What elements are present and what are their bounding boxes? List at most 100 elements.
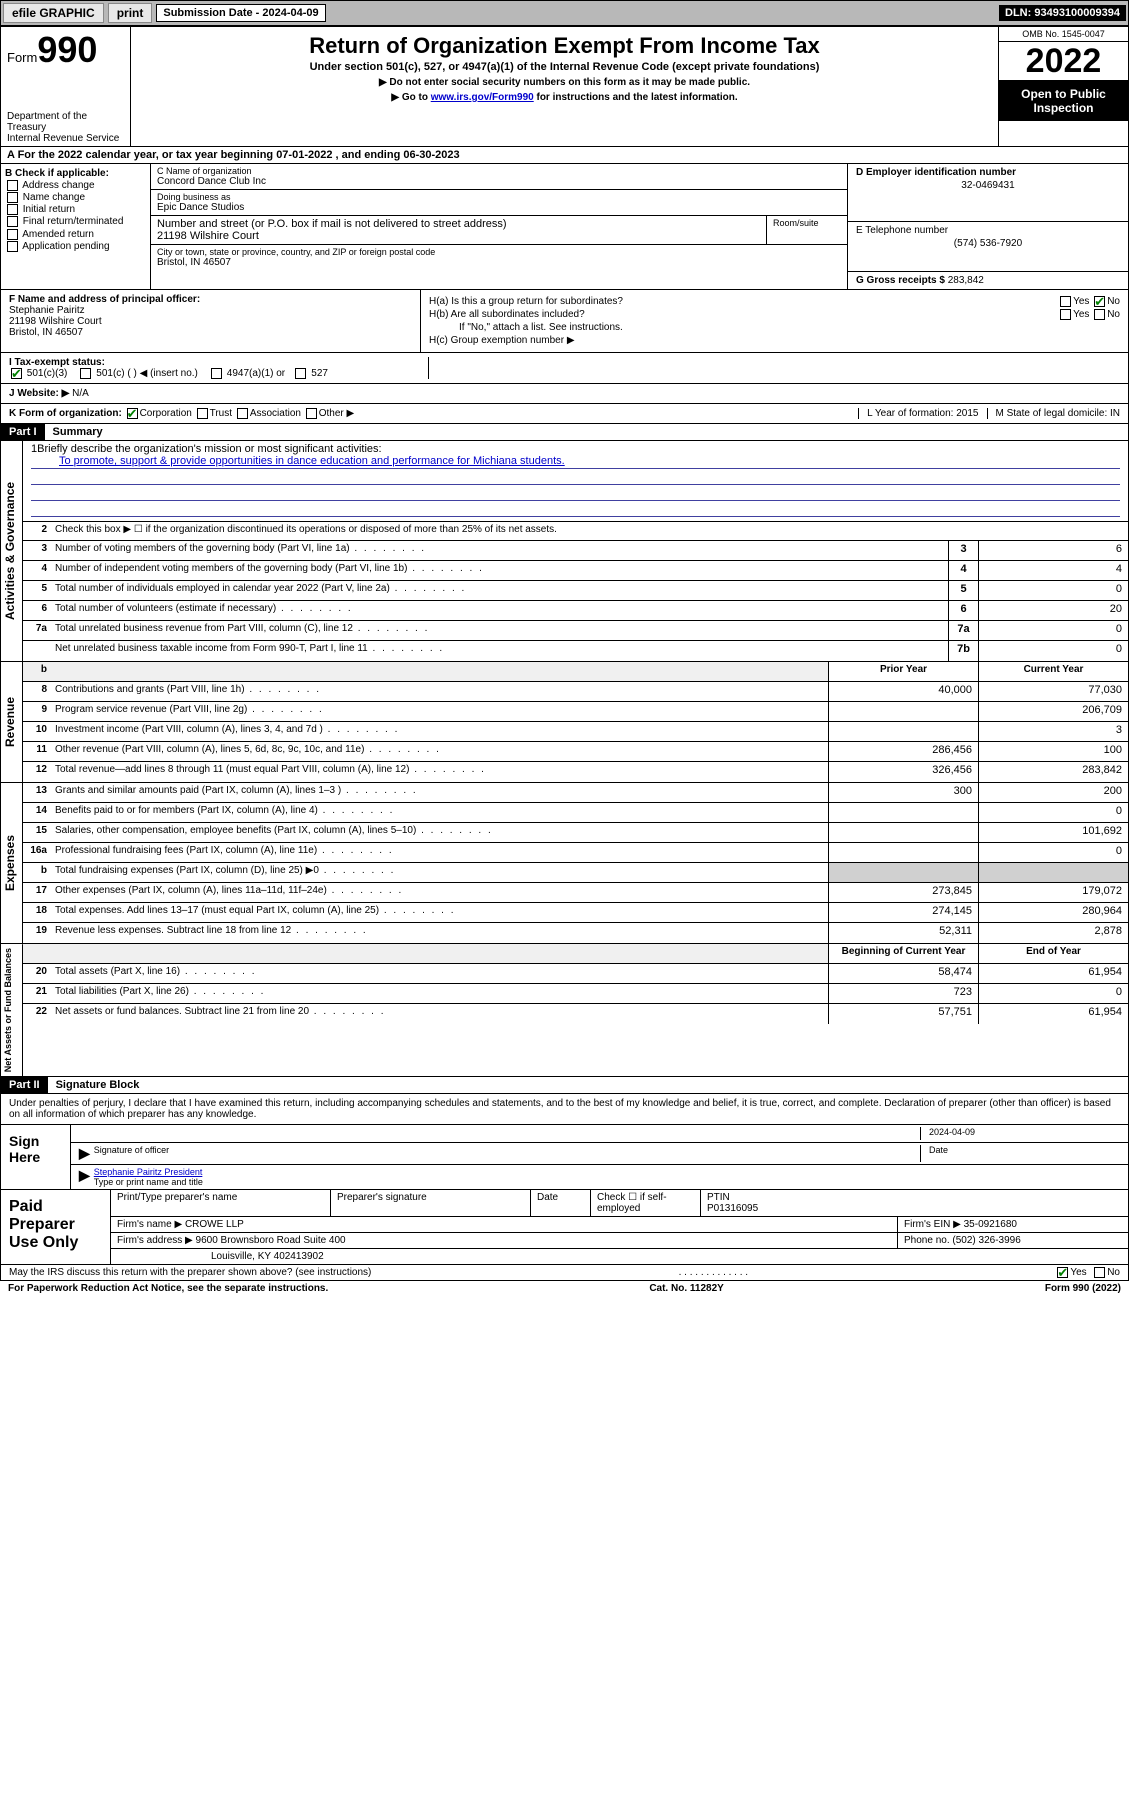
street-address: 21198 Wilshire Court — [157, 230, 760, 242]
line-num: 7a — [23, 621, 51, 640]
discuss-no-check[interactable] — [1094, 1267, 1105, 1278]
summary-line: 22 Net assets or fund balances. Subtract… — [23, 1004, 1128, 1024]
line-val: 0 — [978, 621, 1128, 640]
hb-yes-check[interactable] — [1060, 309, 1071, 320]
col-current-year: Current Year — [978, 662, 1128, 681]
dept-treasury: Department of the Treasury — [7, 111, 124, 133]
mission-blank-3 — [31, 503, 1120, 517]
sig-officer-label: Signature of officer — [94, 1145, 169, 1162]
line-num: 6 — [23, 601, 51, 620]
governance-section: Activities & Governance 1 Briefly descri… — [0, 441, 1129, 662]
self-employed-check[interactable]: Check ☐ if self-employed — [591, 1190, 701, 1216]
line-box: 6 — [948, 601, 978, 620]
officer-street: 21198 Wilshire Court — [9, 316, 412, 327]
form-label: Form — [7, 50, 37, 65]
discuss-yes-check[interactable] — [1057, 1267, 1068, 1278]
gross-receipts-value: 283,842 — [948, 275, 984, 286]
summary-line: 6 Total number of volunteers (estimate i… — [23, 601, 1128, 621]
part-ii-title: Signature Block — [48, 1077, 148, 1093]
cat-no: Cat. No. 11282Y — [328, 1283, 1045, 1294]
officer-city: Bristol, IN 46507 — [9, 327, 412, 338]
col-begin-year: Beginning of Current Year — [828, 944, 978, 963]
line-val: 0 — [978, 641, 1128, 661]
firm-ein: 35-0921680 — [964, 1219, 1017, 1230]
prior-val — [828, 823, 978, 842]
current-val: 2,878 — [978, 923, 1128, 943]
line-num: 22 — [23, 1004, 51, 1024]
line-num: 15 — [23, 823, 51, 842]
vlabel-governance: Activities & Governance — [1, 441, 23, 661]
prior-val: 286,456 — [828, 742, 978, 761]
current-val: 280,964 — [978, 903, 1128, 922]
col-deg: D Employer identification number 32-0469… — [848, 164, 1128, 289]
c-name-label: C Name of organization — [157, 166, 841, 176]
firm-phone-label: Phone no. — [904, 1235, 950, 1246]
line-box: 7a — [948, 621, 978, 640]
prior-val: 57,751 — [828, 1004, 978, 1024]
chk-amended[interactable]: Amended return — [5, 229, 146, 240]
line-text: Investment income (Part VIII, column (A)… — [51, 722, 828, 741]
ha-row: H(a) Is this a group return for subordin… — [429, 296, 1120, 307]
chk-corp[interactable] — [127, 408, 138, 419]
chk-name-change[interactable]: Name change — [5, 192, 146, 203]
line-text: Net unrelated business taxable income fr… — [51, 641, 948, 661]
line-2-text: Check this box ▶ ☐ if the organization d… — [51, 522, 1128, 540]
line-box: 5 — [948, 581, 978, 600]
line-text: Total revenue—add lines 8 through 11 (mu… — [51, 762, 828, 782]
chk-501c3[interactable] — [11, 368, 22, 379]
line-num: 12 — [23, 762, 51, 782]
i-label: I Tax-exempt status: — [9, 357, 105, 368]
chk-501c[interactable] — [80, 368, 91, 379]
chk-assoc[interactable] — [237, 408, 248, 419]
ptin-value: P01316095 — [707, 1203, 758, 1214]
line-box: 4 — [948, 561, 978, 580]
line-1-text: Briefly describe the organization's miss… — [37, 443, 381, 455]
signature-block: Under penalties of perjury, I declare th… — [0, 1094, 1129, 1190]
org-name: Concord Dance Club Inc — [157, 176, 841, 187]
f-label: F Name and address of principal officer: — [9, 294, 412, 305]
line-num: 19 — [23, 923, 51, 943]
signer-name-label: Type or print name and title — [94, 1177, 203, 1187]
chk-4947[interactable] — [211, 368, 222, 379]
chk-trust[interactable] — [197, 408, 208, 419]
chk-other[interactable] — [306, 408, 317, 419]
dba-name: Epic Dance Studios — [157, 202, 841, 213]
chk-527[interactable] — [295, 368, 306, 379]
line-text: Total number of individuals employed in … — [51, 581, 948, 600]
row-k-form-org: K Form of organization: Corporation Trus… — [0, 404, 1129, 424]
ha-yes-check[interactable] — [1060, 296, 1071, 307]
summary-line: 16a Professional fundraising fees (Part … — [23, 843, 1128, 863]
paid-preparer-label: Paid Preparer Use Only — [1, 1190, 111, 1264]
line-text: Program service revenue (Part VIII, line… — [51, 702, 828, 721]
print-button[interactable]: print — [108, 3, 153, 23]
line-num: 4 — [23, 561, 51, 580]
current-val: 3 — [978, 722, 1128, 741]
irs-link[interactable]: www.irs.gov/Form990 — [431, 92, 534, 103]
col-b-checkboxes: B Check if applicable: Address change Na… — [1, 164, 151, 289]
chk-app-pending[interactable]: Application pending — [5, 241, 146, 252]
print-name-label: Print/Type preparer's name — [111, 1190, 331, 1216]
chk-initial-return[interactable]: Initial return — [5, 204, 146, 215]
chk-address-change[interactable]: Address change — [5, 180, 146, 191]
hb-no-check[interactable] — [1094, 309, 1105, 320]
current-val — [978, 863, 1128, 882]
summary-line: 8 Contributions and grants (Part VIII, l… — [23, 682, 1128, 702]
line-text: Other revenue (Part VIII, column (A), li… — [51, 742, 828, 761]
vlabel-revenue: Revenue — [1, 662, 23, 782]
line-num: 18 — [23, 903, 51, 922]
efile-graphic-button[interactable]: efile GRAPHIC — [3, 3, 104, 23]
prior-val: 326,456 — [828, 762, 978, 782]
line-val: 20 — [978, 601, 1128, 620]
line-text: Number of independent voting members of … — [51, 561, 948, 580]
summary-line: 14 Benefits paid to or for members (Part… — [23, 803, 1128, 823]
current-val: 0 — [978, 803, 1128, 822]
line-text: Salaries, other compensation, employee b… — [51, 823, 828, 842]
line-num: 10 — [23, 722, 51, 741]
chk-final-return[interactable]: Final return/terminated — [5, 216, 146, 227]
ha-no-check[interactable] — [1094, 296, 1105, 307]
header-left: Form990 Department of the Treasury Inter… — [1, 27, 131, 146]
part-ii-badge: Part II — [1, 1077, 48, 1093]
firm-addr2: Louisville, KY 402413902 — [111, 1249, 1128, 1264]
col-prior-year: Prior Year — [828, 662, 978, 681]
j-label: J Website: ▶ — [9, 388, 69, 399]
